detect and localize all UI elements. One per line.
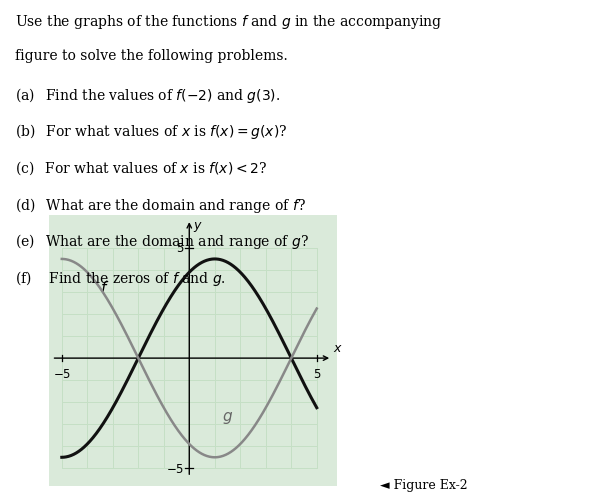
Text: (a)$\enspace$ Find the values of $f(-2)$ and $g(3)$.: (a)$\enspace$ Find the values of $f(-2)$… <box>15 86 281 105</box>
Text: $y$: $y$ <box>193 220 203 234</box>
Text: Use the graphs of the functions $f$ and $g$ in the accompanying: Use the graphs of the functions $f$ and … <box>15 13 443 31</box>
Text: (f)$\enspace\enspace$ Find the zeros of $f$ and $g$.: (f)$\enspace\enspace$ Find the zeros of … <box>15 269 226 288</box>
Text: $5$: $5$ <box>313 367 321 380</box>
Text: $5$: $5$ <box>176 242 184 255</box>
Text: $-5$: $-5$ <box>53 367 71 380</box>
Text: (d)$\enspace$ What are the domain and range of $f$?: (d)$\enspace$ What are the domain and ra… <box>15 195 306 214</box>
Text: $-5$: $-5$ <box>166 462 184 475</box>
Text: ◄ Figure Ex-2: ◄ Figure Ex-2 <box>380 478 468 491</box>
Text: (c)$\enspace$ For what values of $x$ is $f(x) < 2$?: (c)$\enspace$ For what values of $x$ is … <box>15 159 267 176</box>
Text: $f$: $f$ <box>100 280 109 296</box>
Text: $g$: $g$ <box>223 409 234 425</box>
Text: (b)$\enspace$ For what values of $x$ is $f(x) = g(x)$?: (b)$\enspace$ For what values of $x$ is … <box>15 122 287 141</box>
Text: $x$: $x$ <box>333 341 343 354</box>
Text: figure to solve the following problems.: figure to solve the following problems. <box>15 49 288 63</box>
Text: (e)$\enspace$ What are the domain and range of $g$?: (e)$\enspace$ What are the domain and ra… <box>15 232 310 251</box>
